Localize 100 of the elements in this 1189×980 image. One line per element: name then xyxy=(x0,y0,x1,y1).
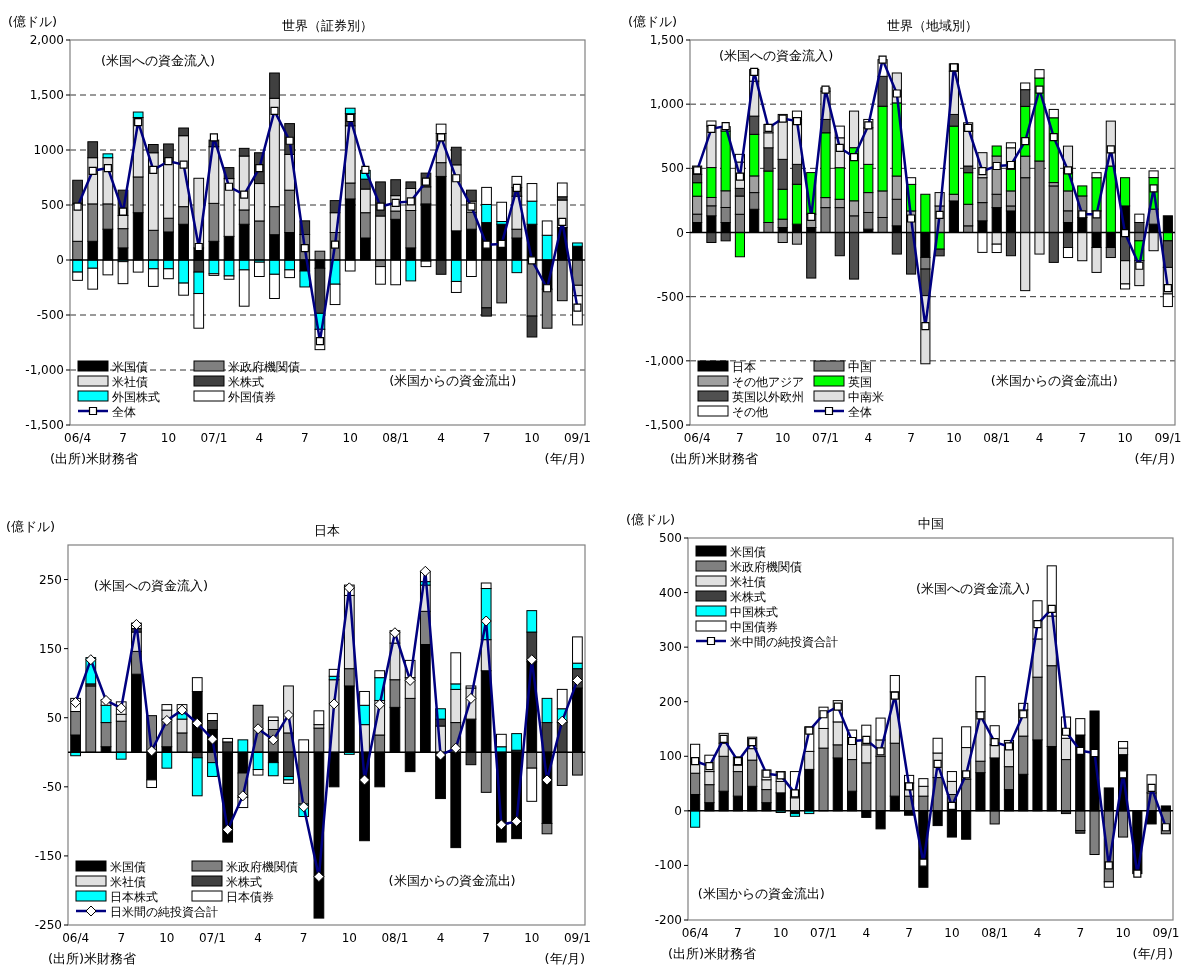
x-tick-label: 07/1 xyxy=(200,431,228,445)
y-tick-label: -100 xyxy=(654,858,682,873)
x-tick-label: 09/1 xyxy=(1154,431,1182,445)
chart-title: 世界（証券別） xyxy=(282,18,373,33)
x-tick-label: 10 xyxy=(1115,926,1131,940)
x-tick-label: 7 xyxy=(299,931,308,945)
x-tick-label: 07/1 xyxy=(812,431,839,445)
y-axis-title: (億ドル) xyxy=(626,512,676,527)
x-tick-label: 10 xyxy=(944,926,960,940)
legend-label: 米政府機関債 xyxy=(228,360,300,374)
x-tick-label: 4 xyxy=(1033,926,1042,940)
legend-label: 英国 xyxy=(848,375,872,389)
legend-label: 米国債 xyxy=(730,545,766,559)
legend-label: その他 xyxy=(732,405,768,419)
x-tick-label: 4 xyxy=(862,926,871,940)
x-tick-label: 06/4 xyxy=(62,931,90,945)
x-axis-title: (年/月) xyxy=(1132,946,1173,961)
x-tick-label: 7 xyxy=(734,926,742,940)
x-tick-label: 7 xyxy=(300,431,309,445)
legend-label: その他アジア xyxy=(732,375,804,389)
x-tick-label: 7 xyxy=(119,431,127,445)
legend-label: 日本債券 xyxy=(226,890,274,904)
x-tick-label: 7 xyxy=(482,931,490,945)
legend-label: 米社債 xyxy=(730,575,766,589)
x-axis-title: (年/月) xyxy=(1134,451,1175,466)
y-tick-label: 500 xyxy=(661,161,684,176)
legend-label: 米国債 xyxy=(110,860,146,874)
x-tick-label: 07/1 xyxy=(810,926,837,940)
y-tick-label: 0 xyxy=(56,253,64,267)
text: (出所)米財務省 xyxy=(670,451,759,466)
y-tick-label: -500 xyxy=(36,308,64,322)
x-axis-title: (年/月) xyxy=(544,451,585,466)
annotation: (米国への資金流入) xyxy=(100,53,216,68)
x-tick-label: 4 xyxy=(864,431,873,445)
annotation: (米国からの資金流出) xyxy=(388,873,516,888)
x-tick-label: 09/1 xyxy=(1152,926,1180,940)
y-tick-label: 500 xyxy=(41,198,64,212)
legend-label: 日本株式 xyxy=(110,890,158,904)
x-tick-label: 08/1 xyxy=(981,926,1009,940)
legend-label: 米政府機関債 xyxy=(730,560,802,574)
y-tick-label: -1,500 xyxy=(645,418,684,432)
legend-label: 米社債 xyxy=(110,875,146,889)
x-tick-label: 10 xyxy=(159,931,175,945)
y-axis-title: (億ドル) xyxy=(8,14,58,29)
legend-label: 中国債券 xyxy=(730,620,778,634)
x-tick-label: 08/1 xyxy=(381,931,409,945)
annotation: (米国からの資金流出) xyxy=(389,373,517,388)
x-tick-label: 7 xyxy=(117,931,126,945)
y-tick-label: 400 xyxy=(659,585,682,600)
x-tick-label: 4 xyxy=(437,431,445,445)
legend-label: 中国株式 xyxy=(730,605,778,619)
x-tick-label: 7 xyxy=(905,926,913,940)
x-tick-label: 10 xyxy=(1117,431,1133,445)
y-tick-label: 150 xyxy=(39,641,62,656)
y-tick-label: 1,500 xyxy=(29,88,64,102)
x-tick-label: 7 xyxy=(482,431,491,445)
x-axis-title: (年/月) xyxy=(544,951,585,966)
y-tick-label: 50 xyxy=(46,710,62,725)
y-tick-label: -1,500 xyxy=(25,418,64,432)
y-tick-label: -1,000 xyxy=(645,353,684,368)
legend-label: 米国債 xyxy=(112,360,148,374)
y-tick-label: 0 xyxy=(674,803,682,818)
y-tick-label: 1,000 xyxy=(649,97,684,112)
x-tick-label: 4 xyxy=(1035,431,1044,445)
y-tick-label: 100 xyxy=(659,749,682,764)
text: (出所)米財務省 xyxy=(50,451,139,466)
y-tick-label: -500 xyxy=(656,289,684,304)
annotation: (米国への資金流入) xyxy=(93,578,209,593)
legend-label: 全体 xyxy=(112,405,136,419)
text: (出所)米財務省 xyxy=(48,951,137,966)
y-tick-label: 1000 xyxy=(33,143,64,157)
x-tick-label: 09/1 xyxy=(563,931,591,945)
y-tick-label: 250 xyxy=(39,572,62,587)
x-tick-label: 7 xyxy=(907,431,915,445)
x-tick-label: 08/1 xyxy=(382,431,410,445)
y-tick-label: 2,000 xyxy=(29,33,64,47)
legend-label: 米中間の純投資合計 xyxy=(730,635,838,649)
legend-label: 中南米 xyxy=(848,390,884,404)
y-tick-label: -50 xyxy=(42,779,62,794)
x-tick-label: 7 xyxy=(736,431,744,445)
y-tick-label: 0 xyxy=(676,225,684,240)
legend-label: 米社債 xyxy=(112,375,148,389)
x-tick-label: 10 xyxy=(342,431,358,445)
legend-label: 日本 xyxy=(732,360,756,374)
x-tick-label: 10 xyxy=(341,931,357,945)
annotation: (米国からの資金流出) xyxy=(697,886,825,901)
x-tick-label: 10 xyxy=(775,431,791,445)
y-tick-label: -200 xyxy=(654,913,682,927)
legend-label: 中国 xyxy=(848,360,872,374)
x-tick-label: 10 xyxy=(524,931,540,945)
legend-label: 日米間の純投資合計 xyxy=(110,905,218,919)
legend-label: 外国株式 xyxy=(112,390,160,404)
text: (出所)米財務省 xyxy=(668,946,757,961)
x-tick-label: 06/4 xyxy=(64,431,92,445)
x-tick-label: 4 xyxy=(255,431,264,445)
x-tick-label: 10 xyxy=(773,926,789,940)
y-tick-label: -150 xyxy=(34,848,62,863)
chart-title: 日本 xyxy=(313,523,340,538)
annotation: (米国への資金流入) xyxy=(915,581,1031,596)
y-tick-label: 1,500 xyxy=(649,33,684,47)
